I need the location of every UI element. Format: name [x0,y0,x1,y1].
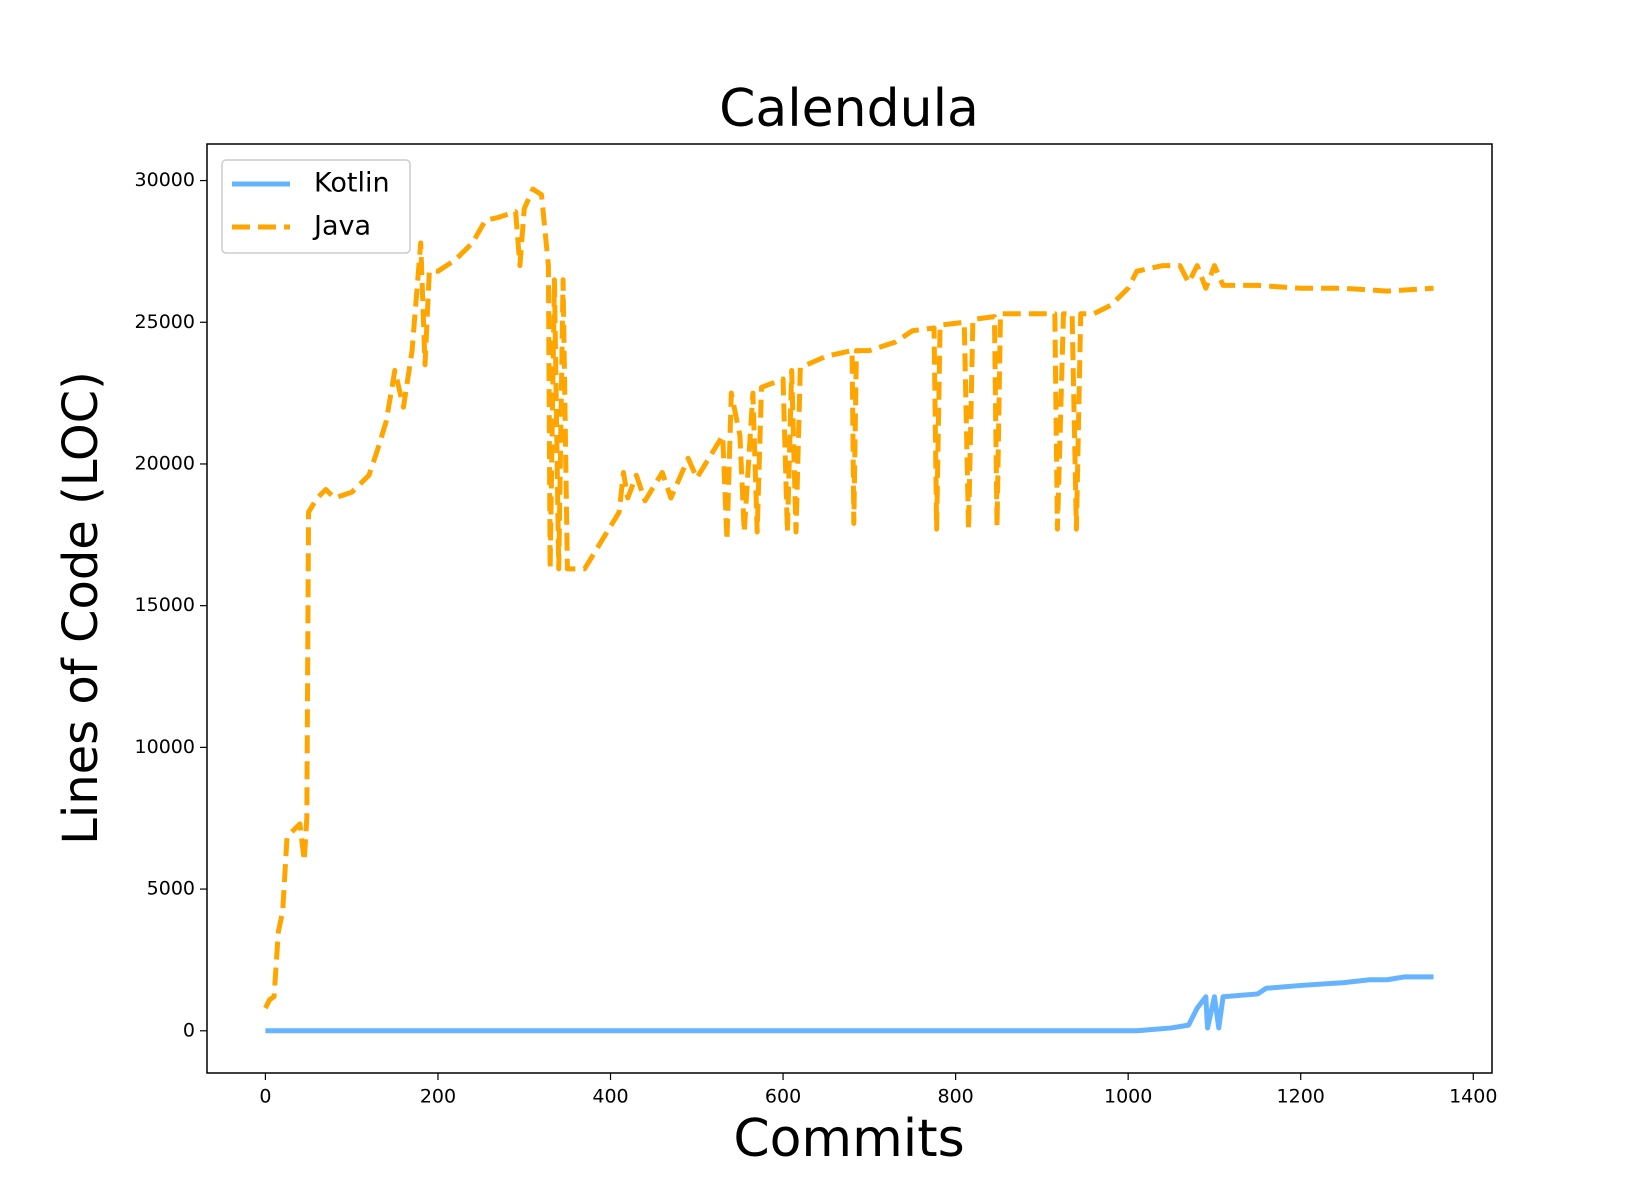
y-tick-label: 15000 [135,594,195,616]
x-tick-label: 1400 [1449,1086,1497,1108]
y-tick-label: 0 [183,1019,195,1041]
chart-title: Calendula [719,79,979,139]
series-line [265,974,1434,1034]
x-tick-label: 800 [937,1086,973,1108]
x-tick-label: 0 [259,1086,271,1108]
x-axis-label: Commits [733,1109,964,1169]
x-tick-label: 600 [765,1086,801,1108]
legend-label: Kotlin [314,168,390,199]
x-tick-label: 1200 [1277,1086,1325,1108]
plot-frame [206,143,1493,1074]
y-tick-label: 5000 [147,878,195,900]
x-tick-label: 200 [420,1086,456,1108]
x-tick-label: 1000 [1104,1086,1152,1108]
legend: Kotlin Java [221,159,411,254]
legend-label: Java [312,211,371,242]
y-axis-label: Lines of Code (LOC) [53,371,109,845]
x-tick-label: 400 [592,1086,628,1108]
y-tick-label: 10000 [135,736,195,758]
y-tick-label: 30000 [135,169,195,191]
series-line [263,186,1434,1010]
y-tick-label: 20000 [135,452,195,474]
y-tick-label: 25000 [135,311,195,333]
